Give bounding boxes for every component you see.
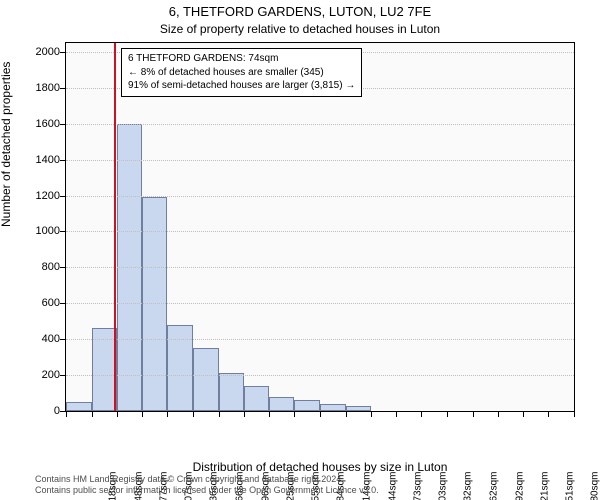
x-tick-mark [142, 412, 143, 417]
x-tick-mark [294, 412, 295, 417]
y-tick-mark [60, 196, 65, 197]
y-tick-mark [60, 375, 65, 376]
y-tick-mark [60, 339, 65, 340]
x-tick-mark [396, 412, 397, 417]
gridline [66, 303, 574, 304]
plot-area: 6 THETFORD GARDENS: 74sqm ← 8% of detach… [65, 42, 575, 412]
x-tick-mark [473, 412, 474, 417]
gridline [66, 375, 574, 376]
x-tick-label: 551sqm [565, 472, 576, 500]
histogram-bar [320, 404, 346, 411]
y-tick-mark [60, 52, 65, 53]
x-tick-mark [574, 412, 575, 417]
x-tick-mark [244, 412, 245, 417]
y-tick-mark [60, 267, 65, 268]
histogram-bar [193, 348, 219, 411]
footer-line-1: Contains HM Land Registry data © Crown c… [35, 474, 379, 485]
y-tick-mark [60, 231, 65, 232]
x-tick-mark [269, 412, 270, 417]
histogram-bar [244, 386, 270, 411]
y-tick-label: 0 [20, 405, 60, 417]
x-tick-label: 344sqm [387, 472, 398, 500]
y-tick-label: 1400 [20, 154, 60, 166]
x-tick-label: 462sqm [489, 472, 500, 500]
x-tick-mark [498, 412, 499, 417]
x-tick-mark [548, 412, 549, 417]
x-tick-label: 403sqm [438, 472, 449, 500]
y-tick-mark [60, 160, 65, 161]
x-tick-label: 521sqm [539, 472, 550, 500]
gridline [66, 160, 574, 161]
x-tick-mark [66, 412, 67, 417]
y-tick-label: 1000 [20, 225, 60, 237]
y-tick-label: 600 [20, 297, 60, 309]
chart-subtitle: Size of property relative to detached ho… [0, 22, 600, 36]
gridline [66, 267, 574, 268]
histogram-bar [167, 325, 193, 411]
x-tick-mark [447, 412, 448, 417]
x-tick-mark [320, 412, 321, 417]
histogram-bar [219, 373, 244, 411]
histogram-bar [294, 400, 320, 411]
histogram-bar [269, 397, 294, 411]
y-tick-label: 1200 [20, 190, 60, 202]
y-tick-label: 1600 [20, 118, 60, 130]
y-tick-label: 800 [20, 261, 60, 273]
bars-layer [66, 43, 574, 411]
y-axis-label: Number of detached properties [0, 62, 13, 227]
x-tick-mark [193, 412, 194, 417]
chart-container: 6, THETFORD GARDENS, LUTON, LU2 7FE Size… [0, 0, 600, 500]
x-tick-mark [523, 412, 524, 417]
x-tick-mark [167, 412, 168, 417]
x-tick-mark [421, 412, 422, 417]
gridline [66, 124, 574, 125]
footer-line-2: Contains public sector information licen… [35, 485, 379, 496]
callout-line-2: ← 8% of detached houses are smaller (345… [128, 66, 355, 80]
gridline [66, 231, 574, 232]
y-tick-label: 2000 [20, 46, 60, 58]
x-tick-mark [219, 412, 220, 417]
gridline [66, 339, 574, 340]
callout-line-1: 6 THETFORD GARDENS: 74sqm [128, 52, 355, 66]
y-tick-mark [60, 88, 65, 89]
x-tick-mark [117, 412, 118, 417]
x-tick-mark [371, 412, 372, 417]
callout-line-3: 91% of semi-detached houses are larger (… [128, 79, 355, 93]
subject-marker-line [114, 43, 116, 411]
y-tick-mark [60, 411, 65, 412]
x-tick-label: 373sqm [412, 472, 423, 500]
histogram-bar [346, 406, 371, 411]
callout-box: 6 THETFORD GARDENS: 74sqm ← 8% of detach… [121, 48, 362, 97]
gridline [66, 196, 574, 197]
y-tick-label: 1800 [20, 82, 60, 94]
y-tick-label: 400 [20, 333, 60, 345]
x-tick-label: 580sqm [590, 472, 600, 500]
x-tick-mark [92, 412, 93, 417]
footer-credits: Contains HM Land Registry data © Crown c… [35, 474, 379, 497]
x-tick-mark [346, 412, 347, 417]
chart-title: 6, THETFORD GARDENS, LUTON, LU2 7FE [0, 4, 600, 19]
histogram-bar [92, 328, 117, 411]
x-tick-label: 432sqm [463, 472, 474, 500]
x-tick-label: 492sqm [514, 472, 525, 500]
histogram-bar [66, 402, 92, 411]
x-axis-label: Distribution of detached houses by size … [65, 460, 575, 474]
y-tick-mark [60, 124, 65, 125]
y-tick-mark [60, 303, 65, 304]
y-tick-label: 200 [20, 369, 60, 381]
